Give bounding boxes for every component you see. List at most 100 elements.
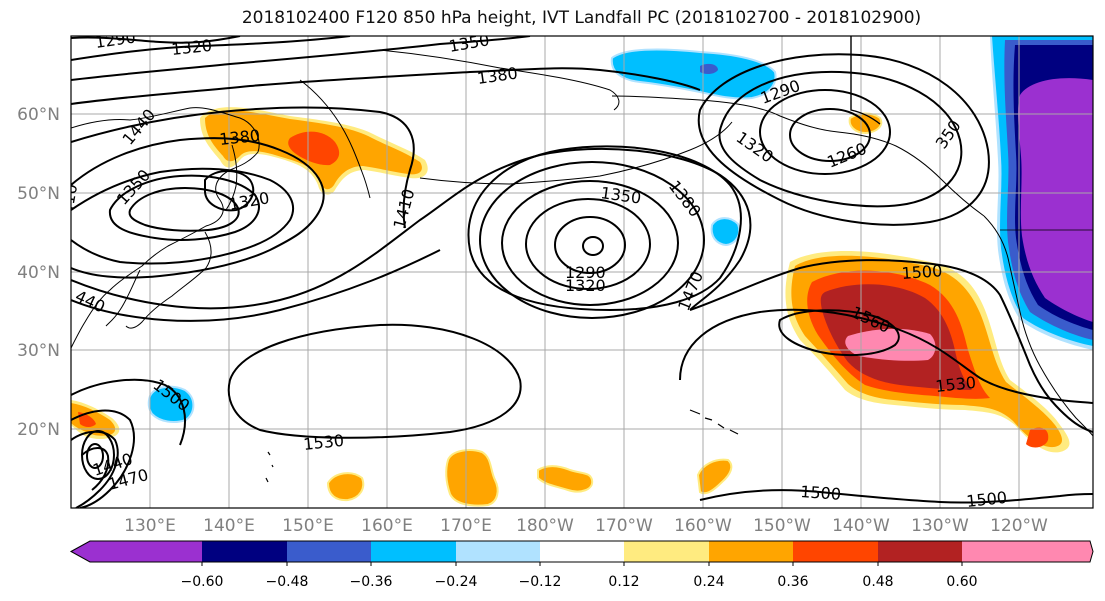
contour-ty-1500 <box>71 378 186 446</box>
ivt-tail-south-orange <box>1026 427 1049 448</box>
coast-korea <box>105 269 141 327</box>
contour-ty-5 <box>81 430 115 480</box>
colorbar-segment <box>793 541 878 562</box>
lon-label: 160°E <box>361 516 413 536</box>
coast-sakhalin <box>225 144 238 211</box>
contour-1500-sc <box>699 489 1093 504</box>
border-alaska <box>850 36 881 125</box>
lon-label: 130°E <box>124 516 176 536</box>
colorbar-segment <box>709 541 793 562</box>
contour-label: 410 <box>57 182 81 215</box>
colorbar-segment <box>962 541 1090 562</box>
contour-label: 1500 <box>965 488 1007 511</box>
contour-central-1410 <box>479 161 705 319</box>
colorbar-segment <box>202 541 287 562</box>
longitude-labels: 130°E 140°E 150°E 160°E 170°E 180°W 170°… <box>124 516 1048 536</box>
contour-north-1350 <box>71 36 531 81</box>
ivt-alaska-blue <box>610 48 777 100</box>
contour-west-1350 <box>128 186 240 232</box>
ivt-mid-blue <box>710 217 741 247</box>
ivt-plume-north-orangered <box>288 131 340 166</box>
lat-label: 60°N <box>17 105 60 125</box>
contour-central-1380 <box>501 180 679 306</box>
colorbar-tick-label: −0.48 <box>266 574 309 590</box>
coast-east-asia <box>71 107 260 349</box>
coast-kamchatka <box>299 79 371 199</box>
colorbar-segment <box>456 541 540 562</box>
lon-label: 150°E <box>282 516 334 536</box>
lat-label: 50°N <box>17 184 60 204</box>
lat-label: 30°N <box>17 341 60 361</box>
contour-west-1320 <box>204 170 255 212</box>
colorbar-tick-label: 0.12 <box>608 574 639 590</box>
contour-north-1320 <box>71 36 351 61</box>
colorbar-segment <box>878 541 962 562</box>
contour-label: 1500 <box>901 261 943 283</box>
lon-label: 150°W <box>753 516 811 536</box>
colorbar-tick-label: 0.36 <box>777 574 808 590</box>
contour-label: 1320 <box>170 36 212 59</box>
colorbar-arrow-max <box>1090 541 1093 562</box>
colorbar <box>69 540 1094 566</box>
lat-label: 20°N <box>17 420 60 440</box>
colorbar-tick-labels: −0.60 −0.48 −0.36 −0.24 −0.12 0.12 0.24 … <box>181 574 978 590</box>
lat-label: 40°N <box>17 263 60 283</box>
colorbar-segment <box>287 541 371 562</box>
ivt-positive-shading <box>71 107 1070 507</box>
contour-1470-c <box>71 147 752 311</box>
colorbar-tick-label: −0.60 <box>181 574 224 590</box>
contour-ak-1350 <box>697 53 990 226</box>
contour-label: 1290 <box>565 263 606 282</box>
contour-1530-s <box>227 323 522 439</box>
contour-ak-1260 <box>789 108 871 162</box>
colorbar-tick-label: 0.60 <box>946 574 977 590</box>
contour-label: 1500 <box>800 482 842 504</box>
contour-label: 1380 <box>218 126 260 149</box>
contour-central-1320 <box>554 216 626 274</box>
colorbar-outline <box>69 540 1094 563</box>
ivt-alaska-royalblue <box>700 63 718 75</box>
colorbar-segment <box>90 541 202 562</box>
lon-label: 160°W <box>674 516 732 536</box>
colorbar-arrow-min <box>71 541 90 562</box>
contour-label: 1530 <box>302 431 344 454</box>
lon-label: 170°W <box>595 516 653 536</box>
ivt-blob-s1 <box>326 472 365 502</box>
contour-west-1470 <box>71 249 441 322</box>
contour-west-1410 <box>71 167 295 265</box>
coast-north-america-west <box>983 215 1093 437</box>
contour-1500-e <box>689 259 1093 433</box>
contour-1530-e <box>679 308 1093 404</box>
chart-title: 2018102400 F120 850 hPa height, IVT Land… <box>241 8 922 28</box>
coast-hawaii <box>689 409 739 435</box>
coast-wake-islands <box>265 451 274 483</box>
contour-ty-3 <box>81 447 110 491</box>
contour-west-1380 <box>108 174 260 241</box>
lon-label: 140°W <box>832 516 890 536</box>
ivt-blob-s4 <box>696 458 733 495</box>
contour-ty-4 <box>86 443 104 469</box>
ivt-blob-s2 <box>445 449 499 507</box>
contour-north-1410 <box>71 106 415 229</box>
coast-aleutians <box>419 121 733 185</box>
height-contours <box>71 36 1093 508</box>
colorbar-tick-label: −0.24 <box>435 574 478 590</box>
contour-label: 1320 <box>565 276 606 295</box>
contour-north-1290 <box>71 36 241 44</box>
ivt-blob-s3 <box>537 465 594 493</box>
lon-label: 120°W <box>990 516 1048 536</box>
lon-label: 140°E <box>203 516 255 536</box>
ivt-plume-east-pink <box>845 328 936 361</box>
contour-west-1440 <box>71 137 325 279</box>
colorbar-tick-label: 0.48 <box>862 574 893 590</box>
contour-ty-1 <box>71 409 135 508</box>
colorbar-segment <box>624 541 709 562</box>
ivt-west-coast-purple <box>1018 78 1093 322</box>
contour-central-1290 <box>582 236 604 256</box>
colorbar-segment <box>540 541 624 562</box>
lon-label: 180°W <box>516 516 574 536</box>
lon-label: 130°W <box>911 516 969 536</box>
coast-alaska <box>611 95 985 217</box>
map-frame <box>70 35 1094 509</box>
